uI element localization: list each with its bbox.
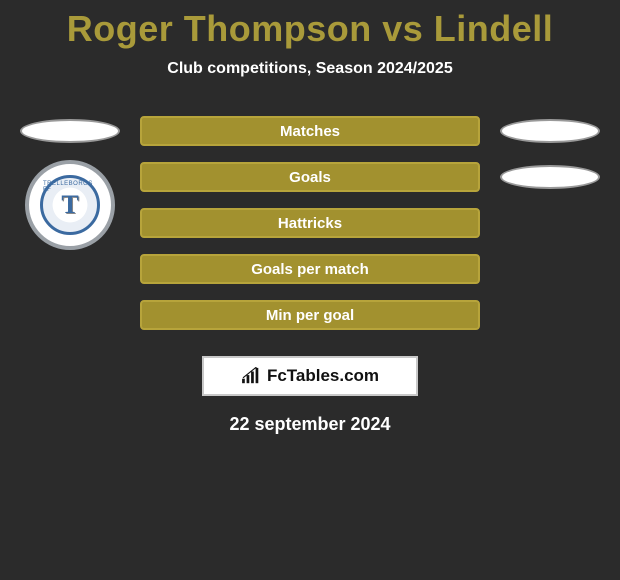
metric-bar-mpg: Min per goal [140, 300, 480, 330]
comparison-arena: TRELLEBORGS FF T Matches Goals Hattricks [0, 108, 620, 338]
metric-bar-gpm: Goals per match [140, 254, 480, 284]
page-subtitle: Club competitions, Season 2024/2025 [0, 60, 620, 78]
metric-label-goals: Goals [289, 169, 331, 186]
metric-row-matches: Matches [0, 108, 620, 154]
page-title: Roger Thompson vs Lindell [0, 0, 620, 50]
right-value-pill-matches [500, 119, 600, 143]
metric-row-goals: Goals [0, 154, 620, 200]
bars-icon [241, 367, 263, 385]
date-text: 22 september 2024 [0, 414, 620, 435]
metric-row-hattricks: Hattricks [0, 200, 620, 246]
metric-label-gpm: Goals per match [251, 261, 369, 278]
metric-label-mpg: Min per goal [266, 307, 354, 324]
left-value-pill-matches [20, 119, 120, 143]
metric-bar-matches: Matches [140, 116, 480, 146]
metric-bar-hattricks: Hattricks [140, 208, 480, 238]
branding-box: FcTables.com [202, 356, 418, 396]
metric-bar-goals: Goals [140, 162, 480, 192]
metric-label-hattricks: Hattricks [278, 215, 342, 232]
metric-row-gpm: Goals per match [0, 246, 620, 292]
right-pill-slot-matches [490, 108, 610, 154]
right-pill-slot-goals [490, 154, 610, 200]
metric-label-matches: Matches [280, 123, 340, 140]
left-pill-slot-matches [10, 108, 130, 154]
right-value-pill-goals [500, 165, 600, 189]
metric-row-mpg: Min per goal [0, 292, 620, 338]
branding-text: FcTables.com [267, 366, 379, 386]
